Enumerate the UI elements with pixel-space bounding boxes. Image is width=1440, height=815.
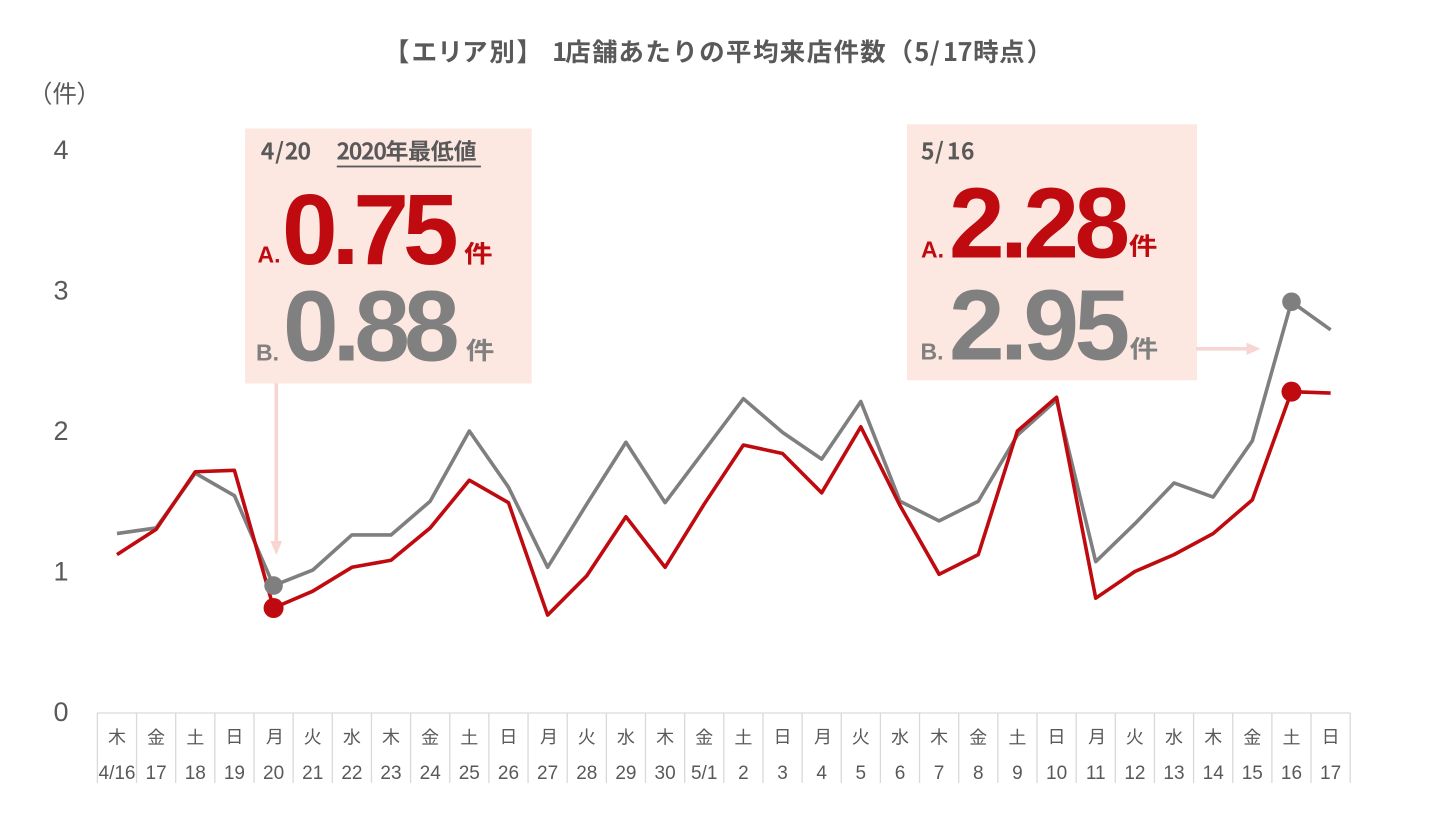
svg-text:16: 16 [1281,763,1302,784]
svg-text:4: 4 [816,763,827,784]
svg-text:A.: A. [921,236,944,262]
svg-text:2.28: 2.28 [949,167,1128,279]
svg-text:2.95: 2.95 [949,269,1128,381]
svg-text:30: 30 [655,763,676,784]
svg-text:19: 19 [224,763,245,784]
svg-text:10: 10 [1046,763,1067,784]
svg-text:B.: B. [921,338,944,364]
svg-text:14: 14 [1203,763,1225,784]
svg-text:13: 13 [1163,763,1184,784]
svg-text:4: 4 [53,135,68,165]
svg-text:18: 18 [185,763,206,784]
svg-text:5/1: 5/1 [691,763,717,784]
svg-text:26: 26 [498,763,519,784]
svg-text:27: 27 [537,763,558,784]
svg-text:B.: B. [256,340,279,366]
svg-text:2: 2 [738,763,749,784]
svg-text:21: 21 [302,763,323,784]
svg-text:3: 3 [53,276,68,306]
svg-text:23: 23 [380,763,401,784]
svg-text:12: 12 [1124,763,1145,784]
svg-text:11: 11 [1086,763,1106,784]
svg-text:0.75: 0.75 [282,174,456,286]
svg-text:5: 5 [856,763,867,784]
svg-text:4/16: 4/16 [99,763,136,784]
svg-text:0: 0 [53,697,68,727]
svg-text:6: 6 [895,763,906,784]
svg-text:1: 1 [53,557,68,587]
svg-text:3: 3 [777,763,788,784]
svg-text:17: 17 [1320,763,1341,784]
svg-text:28: 28 [576,763,597,784]
svg-text:17: 17 [146,763,167,784]
svg-text:15: 15 [1242,763,1263,784]
svg-text:9: 9 [1012,763,1023,784]
svg-text:A.: A. [258,242,281,268]
svg-text:29: 29 [615,763,636,784]
svg-text:20: 20 [263,763,284,784]
svg-text:0.88: 0.88 [283,271,457,383]
svg-text:25: 25 [459,763,480,784]
svg-text:7: 7 [934,763,945,784]
svg-text:8: 8 [973,763,984,784]
svg-text:22: 22 [341,763,362,784]
svg-text:24: 24 [420,763,442,784]
svg-text:2: 2 [53,416,68,446]
